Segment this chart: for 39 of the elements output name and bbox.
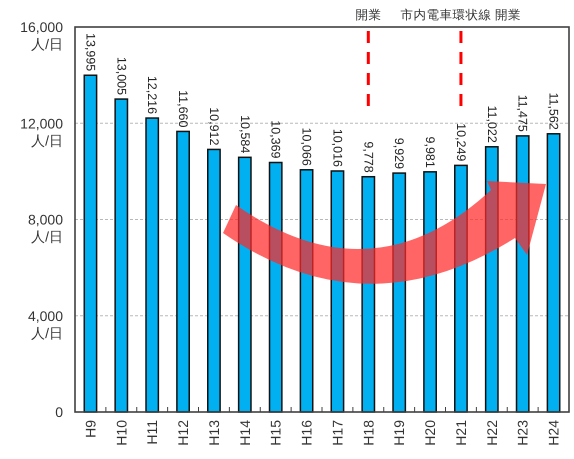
x-tick-label: H23	[514, 420, 531, 446]
data-label: 10,369	[268, 120, 283, 159]
ref-line-label: 開業	[355, 8, 382, 22]
x-tick-label: H18	[360, 420, 376, 446]
y-tick-label: 16,000 人/日	[20, 19, 64, 52]
x-tick-label: H12	[175, 420, 192, 446]
x-tick-label: H22	[484, 420, 500, 446]
ref-line-label: 市内電車環状線 開業	[400, 8, 522, 22]
data-label: 10,016	[330, 128, 344, 168]
data-label: 10,066	[300, 128, 314, 166]
x-tick-label: H21	[452, 420, 469, 446]
x-tick-label: H16	[298, 420, 315, 446]
x-tick-label: H11	[144, 420, 160, 445]
x-tick-label: H13	[206, 420, 222, 446]
data-label: 10,912	[206, 107, 221, 146]
data-label: 9,778	[361, 141, 376, 173]
x-tick-label: H20	[422, 420, 438, 446]
x-tick-label: H24	[546, 420, 562, 446]
data-label: 10,584	[238, 115, 252, 154]
data-label: 11,022	[484, 105, 499, 143]
x-tick-label: H10	[113, 420, 130, 446]
data-label: 13,005	[114, 56, 128, 96]
data-label: 11,562	[546, 92, 561, 130]
x-tick-label: H17	[329, 420, 346, 446]
data-label: 9,929	[392, 138, 406, 170]
y-tick-label: 0	[55, 404, 64, 420]
x-tick-label: H19	[391, 420, 408, 446]
data-label: 11,660	[176, 90, 190, 128]
data-label: 9,981	[423, 136, 438, 168]
data-label: 13,995	[83, 33, 98, 72]
data-label: 12,216	[145, 76, 160, 114]
x-tick-label: H15	[268, 420, 284, 446]
y-tick-label: 4,000 人/日	[28, 308, 64, 341]
x-tick-label: H14	[236, 420, 253, 446]
x-tick-label: H9	[82, 420, 98, 438]
data-label: 11,475	[516, 94, 530, 132]
data-label: 10,249	[454, 123, 468, 162]
y-tick-label: 8,000 人/日	[28, 212, 64, 244]
y-tick-label: 12,000 人/日	[20, 115, 64, 148]
